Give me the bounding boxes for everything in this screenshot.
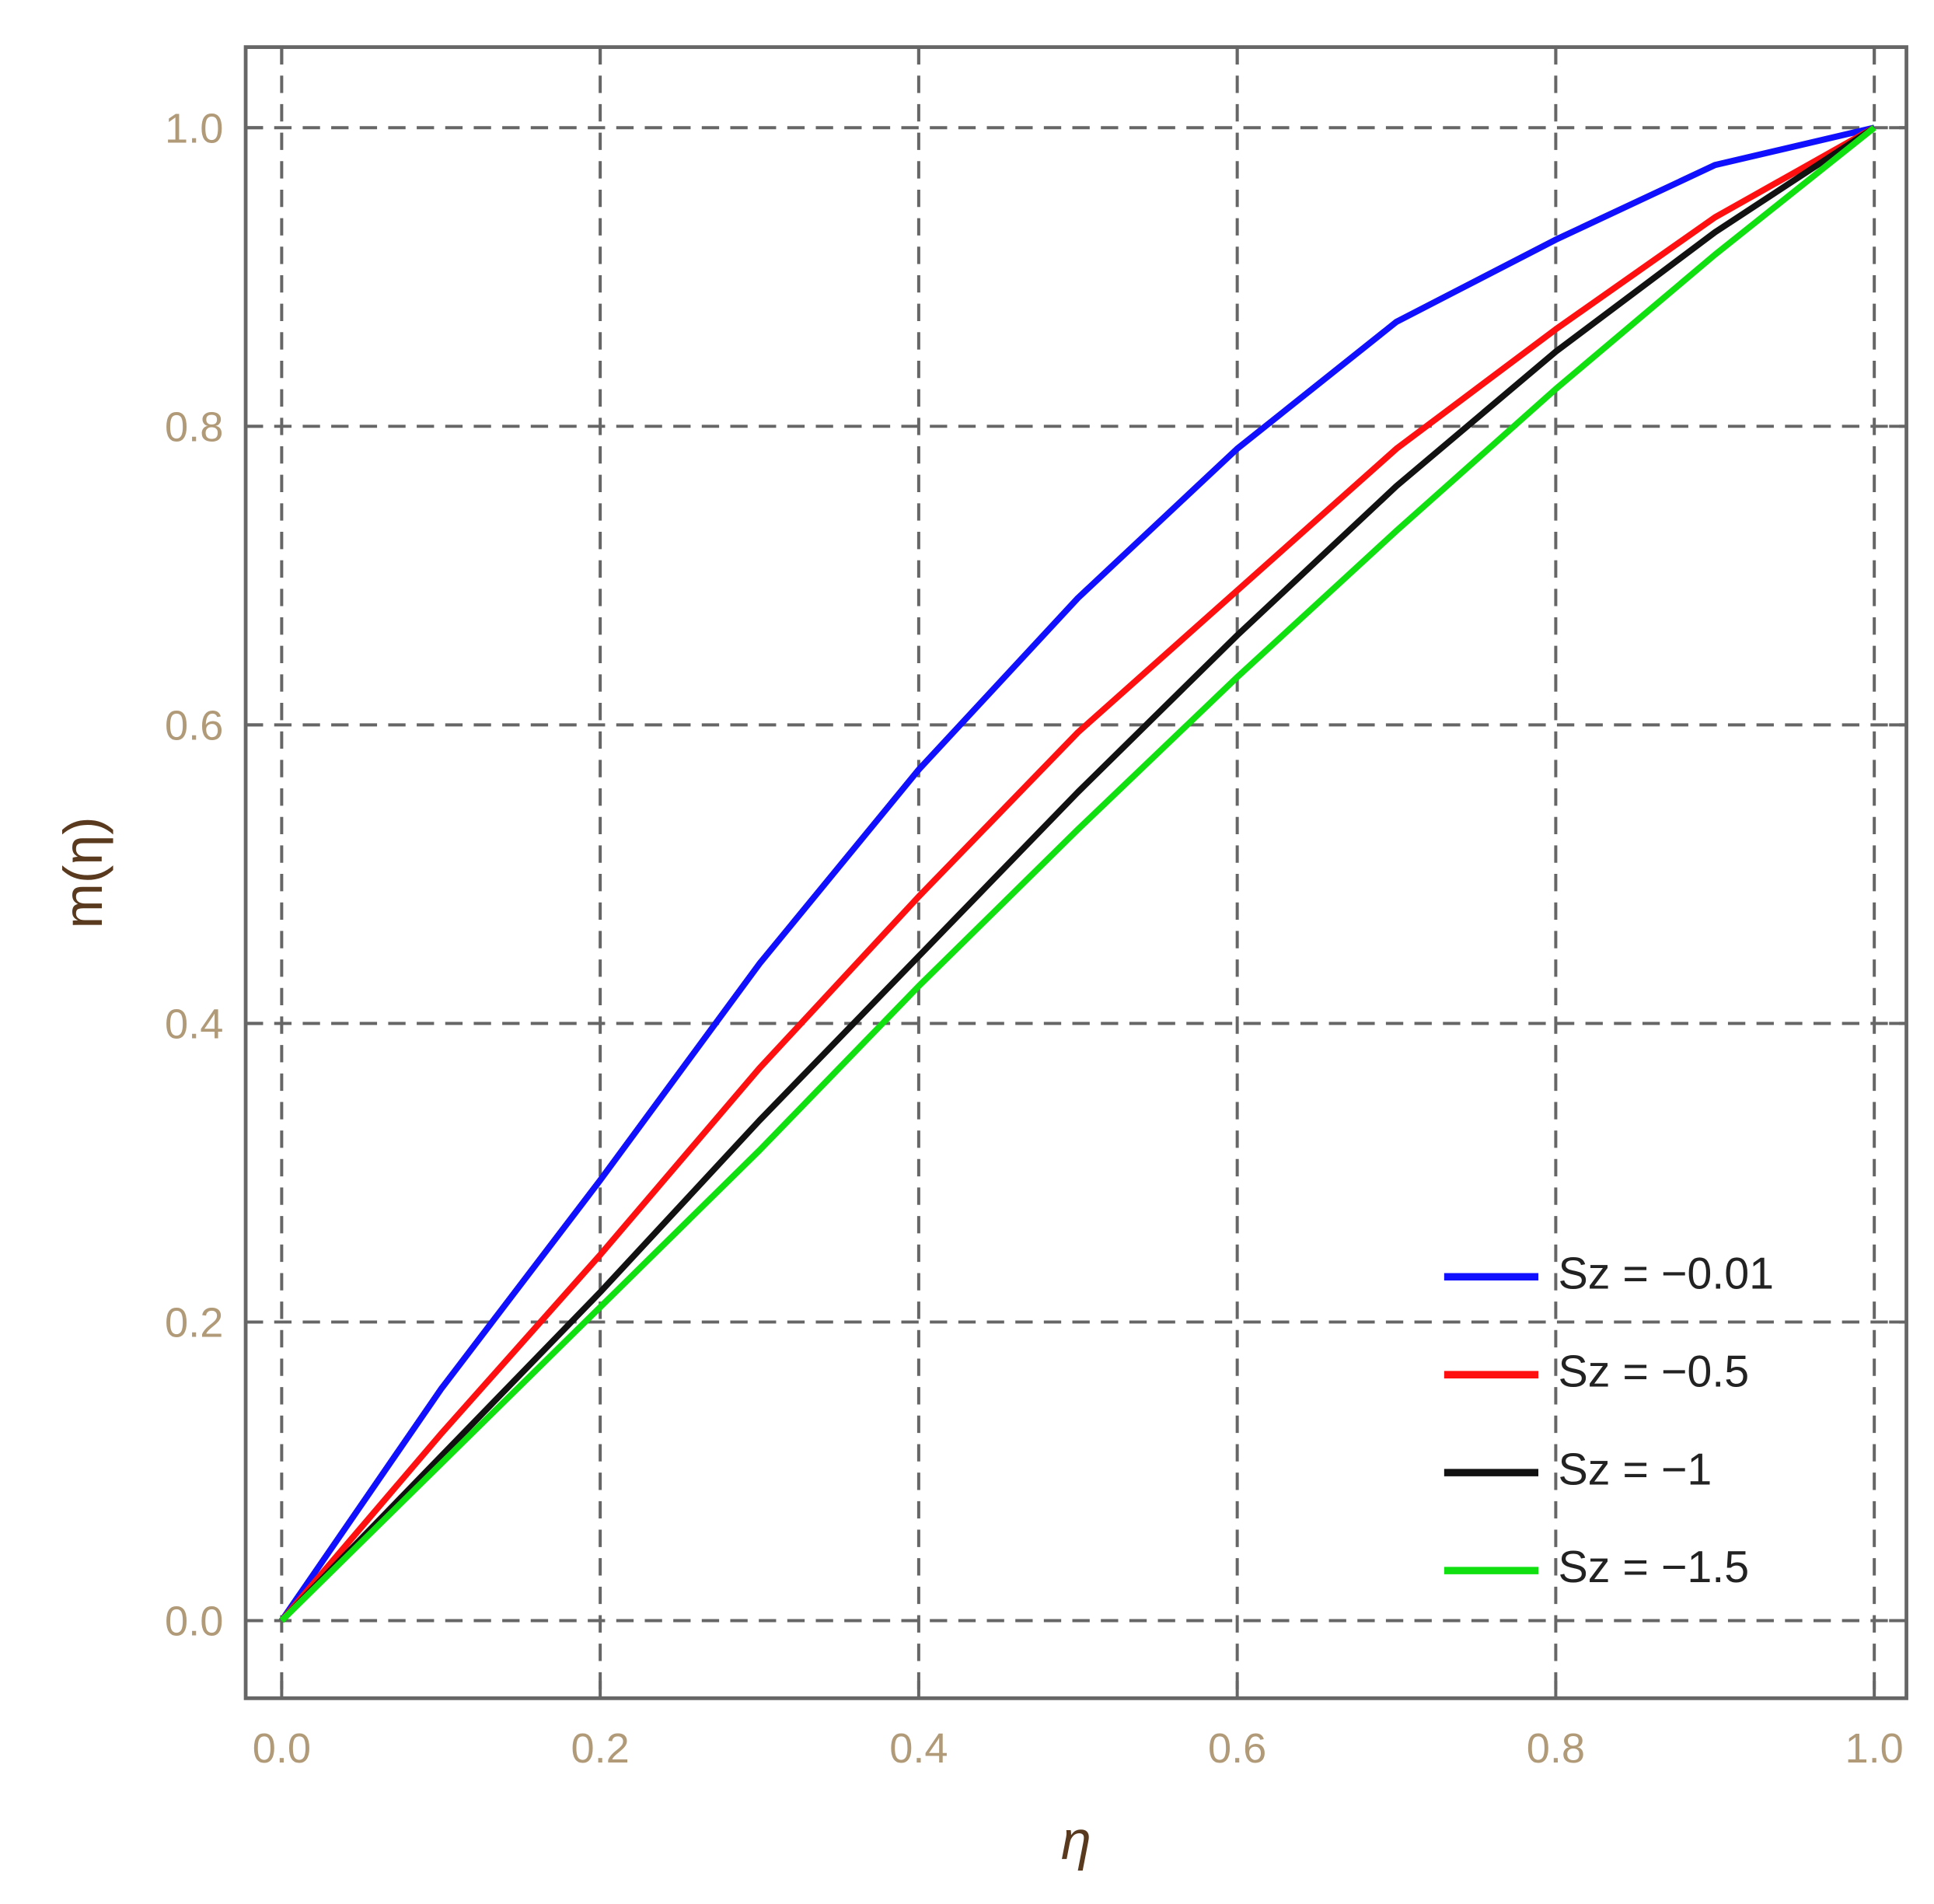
x-tick-label: 0.8 [1527, 1725, 1585, 1772]
y-tick-label: 0.6 [165, 702, 223, 749]
legend-label: Sz = −1.5 [1559, 1542, 1750, 1592]
line-series [279, 124, 1876, 1623]
plot-frame [243, 45, 1908, 1700]
x-tick-label: 0.6 [1208, 1725, 1266, 1772]
x-tick-label: 0.2 [571, 1725, 629, 1772]
x-axis-title: η [1061, 1810, 1091, 1871]
legend-label: Sz = −0.5 [1559, 1347, 1750, 1396]
y-tick-label: 0.0 [165, 1598, 223, 1645]
line-series [279, 124, 1876, 1623]
y-tick-label: 0.8 [165, 404, 223, 450]
y-tick-label: 1.0 [165, 105, 223, 152]
x-tick-label: 0.4 [889, 1725, 948, 1772]
line-series [279, 125, 1876, 1623]
y-axis-title: m(η) [52, 816, 113, 928]
y-tick-label: 0.2 [165, 1300, 223, 1347]
x-tick-label: 0.0 [253, 1725, 311, 1772]
line-series [279, 124, 1876, 1623]
legend-label: Sz = −1 [1559, 1445, 1712, 1494]
legend-label: Sz = −0.01 [1559, 1249, 1775, 1298]
y-tick-label: 0.4 [165, 1001, 223, 1048]
x-tick-label: 1.0 [1845, 1725, 1904, 1772]
